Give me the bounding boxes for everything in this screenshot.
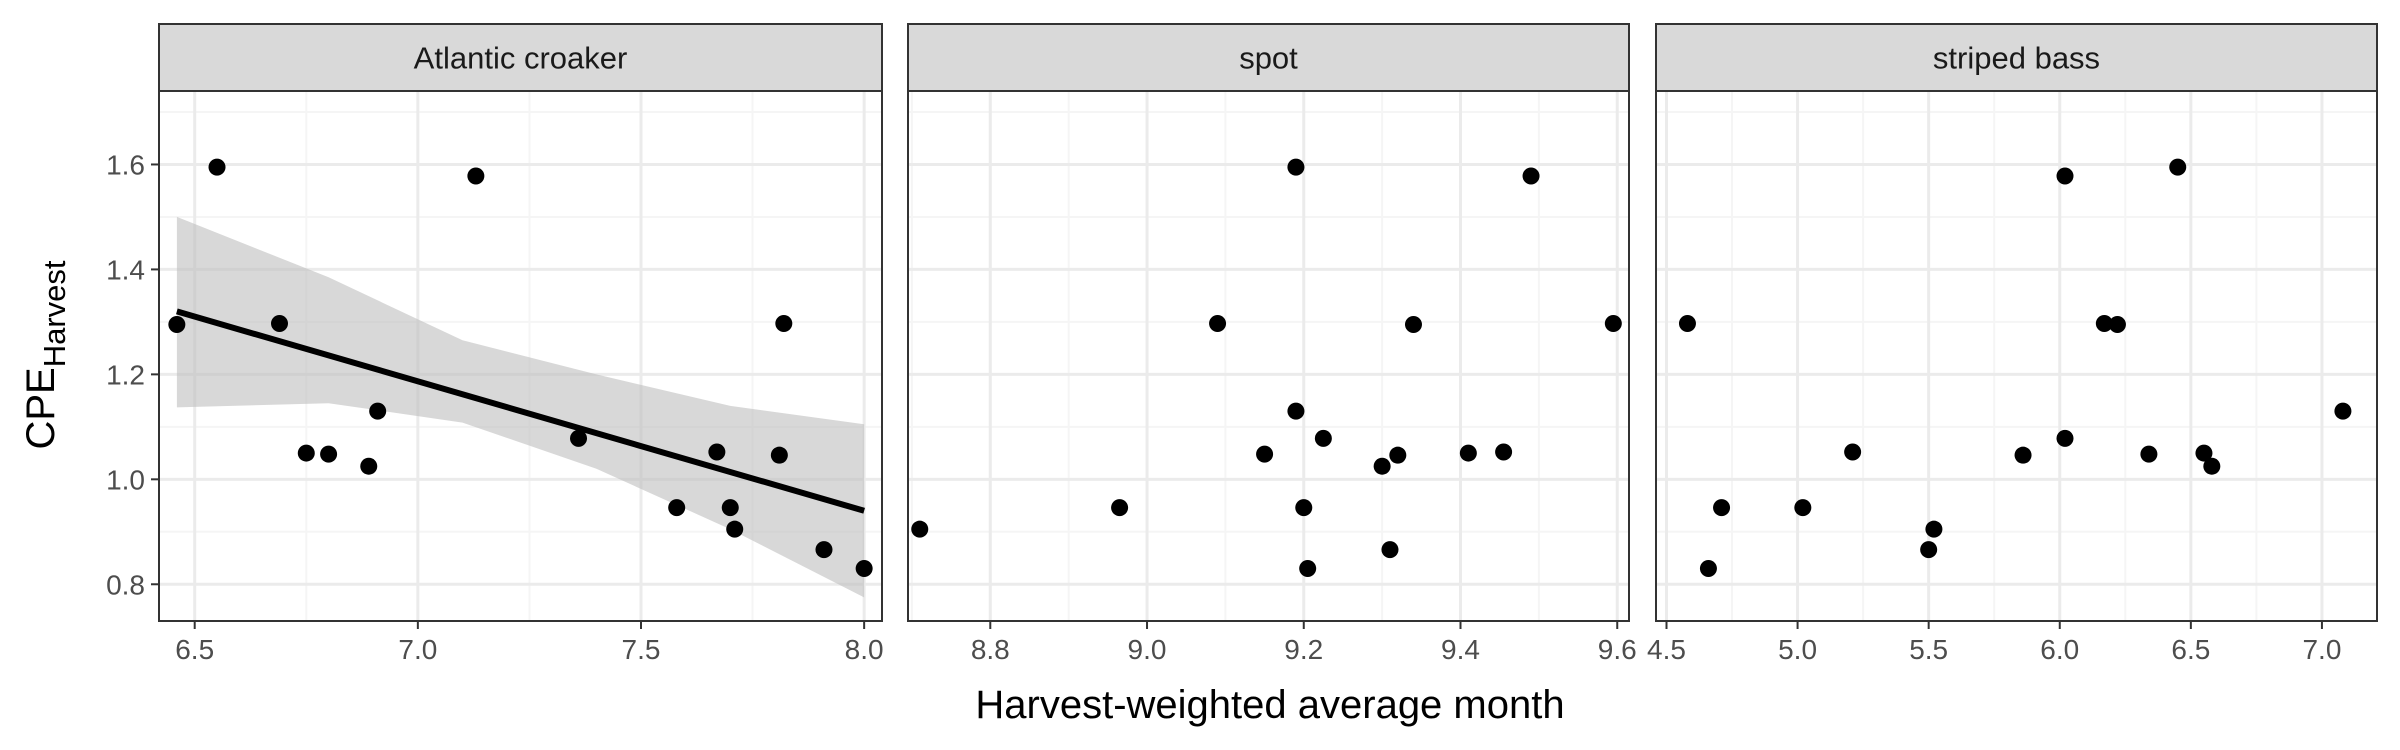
data-point bbox=[1381, 541, 1399, 559]
data-point bbox=[208, 158, 226, 176]
x-tick-label: 6.0 bbox=[2040, 634, 2079, 665]
data-point bbox=[1844, 443, 1862, 461]
x-axis-title: Harvest-weighted average month bbox=[975, 683, 1564, 727]
data-point bbox=[721, 499, 739, 517]
data-point bbox=[1920, 541, 1938, 559]
data-point bbox=[168, 316, 186, 334]
x-tick-label: 6.5 bbox=[175, 634, 214, 665]
data-point bbox=[1209, 314, 1227, 332]
data-point bbox=[2195, 444, 2213, 462]
x-tick-label: 9.6 bbox=[1598, 634, 1637, 665]
data-point bbox=[467, 167, 485, 185]
data-point bbox=[2014, 446, 2032, 464]
data-point bbox=[2056, 429, 2074, 447]
data-point bbox=[1522, 167, 1540, 185]
x-tick-label: 5.5 bbox=[1909, 634, 1948, 665]
data-point bbox=[2203, 457, 2221, 475]
y-tick-label: 0.8 bbox=[106, 569, 145, 600]
y-axis-title: CPEHarvest bbox=[19, 260, 72, 449]
data-point bbox=[855, 560, 873, 578]
data-point bbox=[369, 402, 387, 420]
strip-background bbox=[1655, 23, 2378, 92]
y-axis-title-main: CPE bbox=[19, 367, 63, 449]
x-tick-label: 8.0 bbox=[845, 634, 884, 665]
data-point bbox=[2169, 158, 2187, 176]
data-point bbox=[708, 443, 726, 461]
x-tick-label: 7.0 bbox=[398, 634, 437, 665]
data-point bbox=[1256, 445, 1274, 463]
data-point bbox=[1794, 499, 1812, 517]
y-tick-label: 1.4 bbox=[106, 254, 145, 285]
data-point bbox=[1295, 499, 1313, 517]
data-point bbox=[1404, 316, 1422, 334]
data-point bbox=[271, 314, 288, 332]
data-point bbox=[1287, 402, 1305, 420]
x-tick-label: 9.0 bbox=[1128, 634, 1167, 665]
data-point bbox=[2334, 402, 2352, 420]
y-tick-label: 1.6 bbox=[106, 149, 145, 180]
data-point bbox=[2108, 316, 2126, 334]
data-point bbox=[2140, 445, 2158, 463]
strip-label: spot bbox=[1239, 41, 1298, 76]
data-point bbox=[1604, 314, 1622, 332]
panel-1: Atlantic croaker 6.5 7.0 7.5 8.0 bbox=[158, 23, 884, 665]
data-point bbox=[815, 541, 833, 559]
y-axis-title-subscript: Harvest bbox=[37, 260, 72, 367]
data-point bbox=[1459, 444, 1477, 462]
data-point bbox=[1314, 429, 1332, 447]
data-point bbox=[1373, 457, 1391, 475]
panel-background bbox=[908, 91, 1629, 621]
data-point bbox=[770, 446, 788, 464]
regression-line bbox=[176, 308, 865, 514]
strip-background bbox=[158, 23, 883, 92]
data-point bbox=[775, 314, 793, 332]
x-tick-label: 7.5 bbox=[622, 634, 661, 665]
data-point bbox=[668, 499, 686, 517]
data-point bbox=[2056, 167, 2074, 185]
x-tick-label: 4.5 bbox=[1647, 634, 1686, 665]
panel-3: striped bass 4.5 5.0 5.5 6.0 6.5 7.0 bbox=[1647, 23, 2378, 665]
y-axis: 0.8 1.0 1.2 1.4 1.6 bbox=[106, 149, 159, 600]
data-point bbox=[320, 445, 338, 463]
data-point bbox=[1678, 314, 1696, 332]
x-tick-label: 9.2 bbox=[1284, 634, 1323, 665]
data-point bbox=[1495, 443, 1513, 461]
data-point bbox=[726, 520, 744, 538]
data-point bbox=[297, 444, 315, 462]
data-point bbox=[1699, 560, 1717, 578]
data-point bbox=[1389, 446, 1407, 464]
x-tick-label: 7.0 bbox=[2302, 634, 2341, 665]
panels-layer: Atlantic croaker 6.5 7.0 7.5 8.0 spot 8.8 9.0 9.… bbox=[158, 23, 2378, 665]
panel-2: spot 8.8 9.0 9.2 9.4 9.6 bbox=[907, 23, 1637, 665]
panel-background bbox=[1656, 91, 2377, 621]
data-point bbox=[2095, 314, 2113, 332]
strip-label: striped bass bbox=[1933, 41, 2100, 76]
data-point bbox=[911, 520, 929, 538]
x-tick-label: 9.4 bbox=[1441, 634, 1480, 665]
strip-background bbox=[907, 23, 1630, 92]
data-point bbox=[1111, 499, 1129, 517]
data-point bbox=[1713, 499, 1731, 517]
confidence-ribbon bbox=[176, 216, 865, 598]
y-tick-label: 1.2 bbox=[106, 359, 145, 390]
x-tick-label: 5.0 bbox=[1778, 634, 1817, 665]
data-point bbox=[1925, 520, 1943, 538]
y-tick-label: 1.0 bbox=[106, 464, 145, 495]
data-point bbox=[1287, 158, 1305, 176]
data-point bbox=[1299, 560, 1317, 578]
x-tick-label: 6.5 bbox=[2171, 634, 2210, 665]
data-point bbox=[570, 429, 588, 447]
x-tick-label: 8.8 bbox=[971, 634, 1010, 665]
data-point bbox=[360, 457, 378, 475]
strip-label: Atlantic croaker bbox=[414, 41, 628, 76]
